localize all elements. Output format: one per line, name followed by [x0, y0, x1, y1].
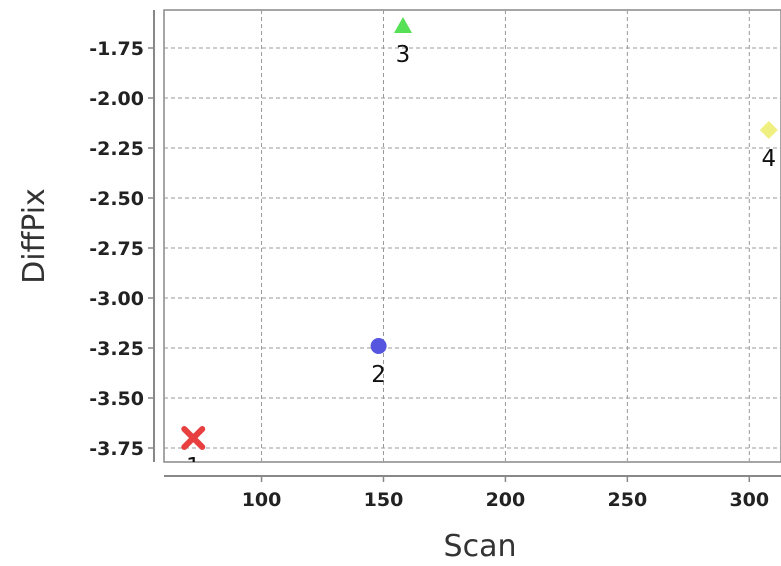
y-tick-label: -3.75 [89, 438, 144, 460]
y-tick-label: -3.25 [89, 338, 144, 360]
y-axis-label: DiffPix [17, 188, 52, 284]
y-tick-label: -3.50 [89, 388, 144, 410]
point-label-4: 4 [761, 146, 776, 172]
x-axis-ticks: 100 150 200 250 300 [242, 476, 769, 511]
x-tick-label: 200 [486, 489, 526, 511]
x-axis-label: Scan [444, 529, 517, 564]
x-tick-label: 150 [364, 489, 404, 511]
data-point-2 [370, 338, 387, 354]
y-tick-label: -2.25 [89, 138, 144, 160]
y-tick-label: -2.75 [89, 238, 144, 260]
point-label-1: 1 [186, 454, 201, 480]
y-tick-label: -2.00 [89, 88, 144, 110]
point-label-3: 3 [396, 42, 411, 68]
y-tick-label: -3.00 [89, 288, 144, 310]
axes [153, 10, 781, 477]
y-tick-label: -2.50 [89, 188, 144, 210]
y-tick-label: -1.75 [89, 38, 144, 60]
y-axis-ticks: -1.75 -2.00 -2.25 -2.50 -2.75 -3.00 -3.25 -3.50… [89, 38, 154, 460]
data-point-1 [181, 426, 206, 450]
plot-area [163, 9, 781, 463]
x-tick-label: 100 [242, 489, 282, 511]
data-point-4 [759, 121, 778, 139]
point-labels: 1 2 3 4 [186, 42, 776, 480]
data-point-3 [393, 17, 412, 33]
data-points [181, 17, 778, 450]
x-tick-label: 250 [608, 489, 648, 511]
x-tick-label: 300 [729, 489, 769, 511]
point-label-2: 2 [371, 362, 386, 388]
grid-lines [164, 10, 781, 462]
